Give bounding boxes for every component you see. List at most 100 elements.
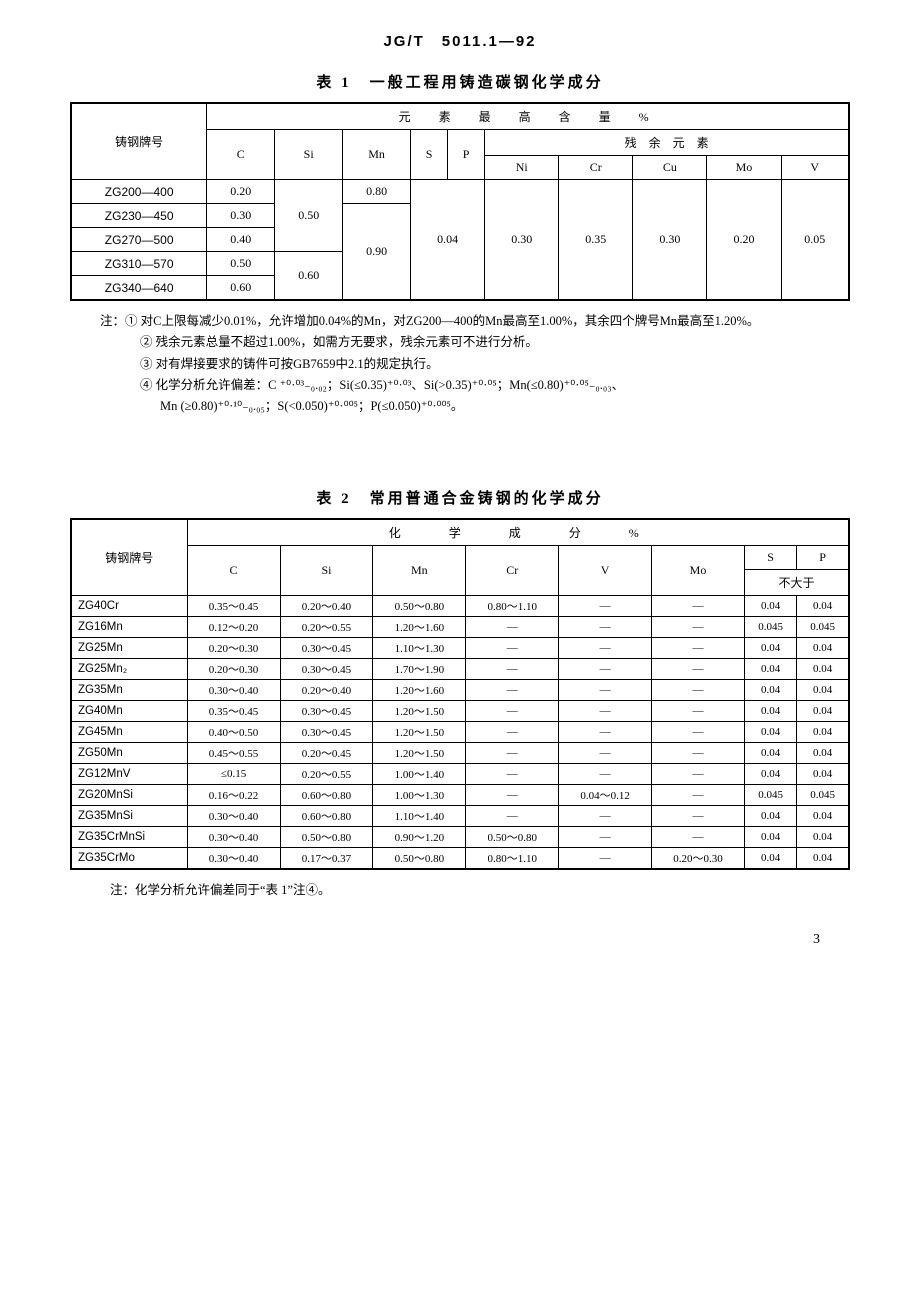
- t2-cell: —: [652, 806, 745, 827]
- t2-cell: —: [466, 743, 559, 764]
- t2-col-cr: Cr: [466, 546, 559, 596]
- t1-col-c: C: [207, 130, 275, 180]
- t2-cell: 0.30～0.40: [187, 827, 280, 848]
- t2-header-super: 化 学 成 分 %: [187, 519, 849, 546]
- t2-cell: —: [559, 806, 652, 827]
- t2-cell: 0.16～0.22: [187, 785, 280, 806]
- t2-cell: 1.10～1.40: [373, 806, 466, 827]
- table2-note: 注：化学分析允许偏差同于“表 1”注④。: [110, 880, 840, 901]
- t2-cell: —: [466, 638, 559, 659]
- t2-cell: 0.30～0.45: [280, 701, 373, 722]
- t2-cell: 0.80～1.10: [466, 848, 559, 870]
- t1-cell: ZG200—400: [71, 180, 207, 204]
- t2-cell: 0.04: [797, 701, 849, 722]
- t1-cell: ZG310—570: [71, 252, 207, 276]
- t2-cell: 1.20～1.50: [373, 701, 466, 722]
- t2-cell: —: [466, 722, 559, 743]
- table-row: ZG35MnSi0.30～0.400.60～0.801.10～1.40———0.…: [71, 806, 849, 827]
- t2-cell: ZG35Mn: [71, 680, 187, 701]
- table-row: ZG16Mn0.12～0.200.20～0.551.20～1.60———0.04…: [71, 617, 849, 638]
- t1-col-cr: Cr: [559, 156, 633, 180]
- t1-cell: 0.60: [207, 276, 275, 301]
- table-row: ZG200—400 0.20 0.50 0.80 0.04 0.30 0.35 …: [71, 180, 849, 204]
- t2-col-mn: Mn: [373, 546, 466, 596]
- t2-cell: ZG12MnV: [71, 764, 187, 785]
- table-row: ZG35CrMo0.30～0.400.17～0.370.50～0.800.80～…: [71, 848, 849, 870]
- table-row: ZG25Mn0.20～0.300.30～0.451.10～1.30———0.04…: [71, 638, 849, 659]
- t2-cell: 1.10～1.30: [373, 638, 466, 659]
- t1-cell: 0.40: [207, 228, 275, 252]
- t2-cell: 0.20～0.30: [187, 638, 280, 659]
- t2-cell: 0.20～0.55: [280, 617, 373, 638]
- t2-cell: 0.04: [744, 848, 796, 870]
- t2-cell: 1.00～1.40: [373, 764, 466, 785]
- t1-col-grade: 铸钢牌号: [71, 103, 207, 180]
- t1-cell: 0.35: [559, 180, 633, 301]
- note-item: ③ 对有焊接要求的铸件可按GB7659中2.1的规定执行。: [156, 354, 840, 375]
- t1-col-si: Si: [275, 130, 343, 180]
- t2-cell: —: [652, 638, 745, 659]
- t2-cell: —: [652, 764, 745, 785]
- t2-cell: 0.20～0.30: [187, 659, 280, 680]
- t2-cell: 0.30～0.45: [280, 722, 373, 743]
- t2-cell: 0.045: [797, 785, 849, 806]
- t2-cell: —: [559, 680, 652, 701]
- t2-cell: 1.20～1.60: [373, 617, 466, 638]
- t2-cell: 1.20～1.50: [373, 722, 466, 743]
- note-item: ④ 化学分析允许偏差：C ⁺⁰·⁰³₋₀.₀₂；Si(≤0.35)⁺⁰·⁰³、S…: [156, 375, 840, 396]
- t1-col-cu: Cu: [633, 156, 707, 180]
- t2-cell: 0.80～1.10: [466, 596, 559, 617]
- t2-cell: 0.045: [744, 617, 796, 638]
- t2-cell: —: [559, 596, 652, 617]
- t2-cell: —: [559, 659, 652, 680]
- t2-cell: ZG45Mn: [71, 722, 187, 743]
- t2-cell: —: [652, 680, 745, 701]
- t2-cell: 1.70～1.90: [373, 659, 466, 680]
- t2-cell: 0.60～0.80: [280, 785, 373, 806]
- t2-cell: 0.04: [797, 806, 849, 827]
- t2-cell: —: [559, 617, 652, 638]
- standard-number: JG/T 5011.1—92: [40, 30, 880, 51]
- t2-cell: 0.40～0.50: [187, 722, 280, 743]
- t2-cell: —: [559, 848, 652, 870]
- t2-cell: ZG35CrMo: [71, 848, 187, 870]
- t2-col-s: S: [744, 546, 796, 570]
- table1: 铸钢牌号 元 素 最 高 含 量 % C Si Mn S P 残 余 元 素 N…: [70, 102, 850, 301]
- t2-col-si: Si: [280, 546, 373, 596]
- table-row: ZG25Mn₂0.20～0.300.30～0.451.70～1.90———0.0…: [71, 659, 849, 680]
- t2-cell: 0.04: [797, 638, 849, 659]
- table1-title: 表 1 一般工程用铸造碳钢化学成分: [40, 71, 880, 92]
- t2-cell: 0.04: [744, 638, 796, 659]
- t2-cell: —: [559, 722, 652, 743]
- t2-cell: ZG16Mn: [71, 617, 187, 638]
- t2-cell: —: [466, 785, 559, 806]
- t2-cell: ZG25Mn₂: [71, 659, 187, 680]
- t2-cell: 0.30～0.45: [280, 659, 373, 680]
- t2-cell: ZG35MnSi: [71, 806, 187, 827]
- t2-cell: —: [559, 743, 652, 764]
- t2-cell: 0.50～0.80: [373, 848, 466, 870]
- t2-cell: 0.04: [797, 659, 849, 680]
- t1-cell: 0.20: [707, 180, 781, 301]
- t2-cell: 0.04: [744, 743, 796, 764]
- t2-cell: 0.04: [797, 722, 849, 743]
- t2-cell: 0.30～0.40: [187, 806, 280, 827]
- t1-col-v: V: [781, 156, 849, 180]
- t1-cell: 0.20: [207, 180, 275, 204]
- t2-cell: 0.30～0.45: [280, 638, 373, 659]
- t2-cell: —: [652, 701, 745, 722]
- notes-label: 注：: [100, 314, 125, 328]
- table-row: ZG35CrMnSi0.30～0.400.50～0.800.90～1.200.5…: [71, 827, 849, 848]
- table-row: ZG45Mn0.40～0.500.30～0.451.20～1.50———0.04…: [71, 722, 849, 743]
- t1-cell: ZG230—450: [71, 204, 207, 228]
- t2-cell: 0.04: [744, 659, 796, 680]
- table1-notes: 注：① 对C上限每减少0.01%，允许增加0.04%的Mn，对ZG200—400…: [100, 311, 840, 417]
- t2-cell: —: [652, 785, 745, 806]
- t2-cell: 0.12～0.20: [187, 617, 280, 638]
- t2-cell: ZG25Mn: [71, 638, 187, 659]
- t1-cell: 0.50: [275, 180, 343, 252]
- t1-col-mn: Mn: [343, 130, 411, 180]
- t2-cell: 0.35～0.45: [187, 701, 280, 722]
- t2-cell: —: [652, 827, 745, 848]
- t2-cell: 0.04: [744, 596, 796, 617]
